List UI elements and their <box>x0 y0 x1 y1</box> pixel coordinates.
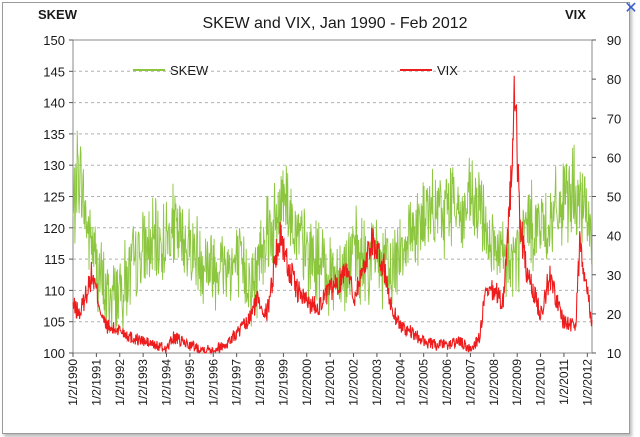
x-tick-label: 1/2/2003 <box>370 359 384 406</box>
x-tick-label: 1/2/2011 <box>557 359 571 405</box>
x-tick-label: 1/2/2002 <box>347 359 361 406</box>
right-tick-label: 80 <box>607 72 621 87</box>
right-tick-label: 30 <box>607 268 621 283</box>
legend-skew-label: SKEW <box>170 63 209 78</box>
x-tick-label: 1/2/2005 <box>417 359 431 406</box>
legend-vix-label: VIX <box>437 63 458 78</box>
left-tick-label: 150 <box>43 33 65 48</box>
x-tick-label: 1/2/1997 <box>230 359 244 406</box>
x-tick-label: 1/2/1995 <box>183 359 197 406</box>
right-tick-label: 70 <box>607 111 621 126</box>
x-tick-label: 1/2/1999 <box>276 359 290 406</box>
left-tick-label: 115 <box>44 252 65 267</box>
right-tick-label: 40 <box>607 229 621 244</box>
vix-series-line <box>72 75 593 356</box>
right-tick-label: 10 <box>607 346 621 361</box>
right-axis-label: VIX <box>565 7 586 22</box>
left-tick-label: 130 <box>43 158 65 173</box>
x-tick-label: 1/2/1991 <box>89 359 103 406</box>
right-tick-label: 90 <box>607 33 621 48</box>
left-tick-label: 105 <box>43 315 65 330</box>
right-tick-label: 20 <box>607 307 621 322</box>
skew-series-line <box>72 130 593 334</box>
left-tick-label: 140 <box>43 96 65 111</box>
left-tick-label: 145 <box>43 64 65 79</box>
x-tick-label: 1/2/2007 <box>463 359 477 406</box>
x-tick-label: 1/2/2009 <box>510 359 524 406</box>
x-tick-label: 1/2/1993 <box>136 359 150 406</box>
axes-layer: 100 105 110 115 120 125 130 135 140 145 150 10 20 30 4… <box>43 33 621 361</box>
close-icon[interactable]: ✕ <box>624 0 638 17</box>
right-tick-label: 50 <box>607 190 621 205</box>
left-axis-label: SKEW <box>38 7 78 22</box>
x-tick-label: 1/2/2001 <box>323 359 337 406</box>
x-tick-label: 1/2/2012 <box>580 359 594 406</box>
x-tick-label: 1/2/2004 <box>393 359 407 406</box>
x-tick-label: 1/2/1996 <box>206 359 220 406</box>
x-tick-label: 1/2/1992 <box>113 359 127 406</box>
x-tick-label: 1/2/2000 <box>300 359 314 406</box>
x-tick-label: 1/2/1998 <box>253 359 267 406</box>
left-tick-label: 135 <box>43 127 65 142</box>
series-layer <box>72 75 593 356</box>
left-tick-label: 125 <box>43 190 65 205</box>
x-tick-label: 1/2/1994 <box>160 359 174 406</box>
x-tick-label: 1/2/2006 <box>440 359 454 406</box>
x-tick-label: 1/2/2008 <box>487 359 501 406</box>
x-tick-labels: 1/2/1990 1/2/1991 1/2/1992 1/2/1993 1/2/1994… <box>66 359 594 406</box>
left-tick-label: 110 <box>44 283 65 298</box>
right-tick-label: 60 <box>607 150 621 165</box>
legend: SKEW VIX <box>133 63 458 78</box>
left-tick-label: 100 <box>43 346 65 361</box>
x-tick-label: 1/2/1990 <box>66 359 80 406</box>
chart-title: SKEW and VIX, Jan 1990 - Feb 2012 <box>202 15 467 32</box>
left-tick-label: 120 <box>43 221 65 236</box>
x-tick-label: 1/2/2010 <box>534 359 548 406</box>
